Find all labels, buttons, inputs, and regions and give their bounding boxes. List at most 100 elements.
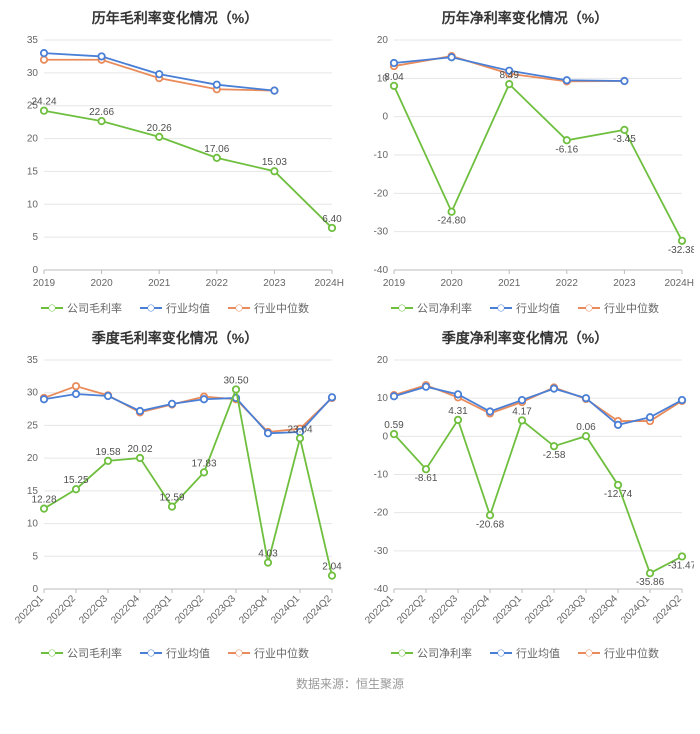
line-chart: 05101520253035201920202021202220232024H1…: [6, 34, 344, 294]
legend-swatch: [228, 648, 250, 658]
legend-label: 公司净利率: [417, 300, 472, 316]
svg-text:24.24: 24.24: [31, 97, 56, 108]
svg-text:10: 10: [377, 393, 389, 404]
legend-swatch: [391, 648, 413, 658]
legend-swatch: [140, 303, 162, 313]
svg-text:2023Q3: 2023Q3: [555, 593, 588, 626]
svg-text:20: 20: [27, 453, 39, 464]
svg-text:5: 5: [32, 551, 38, 562]
svg-text:4.17: 4.17: [512, 406, 532, 417]
panel-title: 历年净利率变化情况（%）: [356, 8, 694, 28]
panel-bottom-left: 季度毛利率变化情况（%）051015202530352022Q12022Q220…: [0, 320, 350, 665]
svg-text:35: 35: [27, 35, 39, 46]
svg-text:0: 0: [382, 112, 388, 123]
svg-text:-20: -20: [374, 188, 389, 199]
svg-text:20: 20: [377, 355, 389, 366]
svg-text:20: 20: [27, 134, 39, 145]
svg-text:30: 30: [27, 388, 39, 399]
svg-text:2023: 2023: [613, 278, 636, 289]
svg-text:2024H1: 2024H1: [664, 278, 694, 289]
svg-text:2021: 2021: [498, 278, 521, 289]
legend-company: 公司毛利率: [41, 645, 122, 661]
svg-text:2.04: 2.04: [322, 562, 342, 573]
svg-text:-35.86: -35.86: [636, 577, 665, 588]
svg-text:2023Q1: 2023Q1: [491, 593, 524, 626]
svg-text:2019: 2019: [383, 278, 406, 289]
svg-text:2023Q2: 2023Q2: [173, 593, 206, 626]
svg-text:-12.74: -12.74: [604, 489, 633, 500]
svg-text:6.40: 6.40: [322, 214, 342, 225]
svg-text:2022: 2022: [206, 278, 229, 289]
chart-legend: 公司毛利率行业均值行业中位数: [6, 300, 344, 316]
svg-text:2024H1: 2024H1: [314, 278, 344, 289]
svg-text:17.06: 17.06: [204, 144, 229, 155]
svg-text:15.03: 15.03: [262, 157, 287, 168]
svg-text:-40: -40: [374, 584, 389, 595]
svg-text:-20: -20: [374, 508, 389, 519]
svg-text:4.31: 4.31: [448, 406, 468, 417]
svg-text:-30: -30: [374, 546, 389, 557]
chart-grid: 历年毛利率变化情况（%）0510152025303520192020202120…: [0, 0, 700, 665]
legend-swatch: [41, 648, 63, 658]
legend-swatch: [578, 648, 600, 658]
svg-text:25: 25: [27, 420, 39, 431]
svg-text:20: 20: [377, 35, 389, 46]
svg-text:2023Q2: 2023Q2: [523, 593, 556, 626]
svg-text:-24.80: -24.80: [437, 216, 466, 227]
svg-text:17.83: 17.83: [191, 458, 216, 469]
legend-avg: 行业均值: [140, 300, 210, 316]
svg-text:2024Q1: 2024Q1: [619, 593, 652, 626]
svg-text:2022Q4: 2022Q4: [459, 593, 492, 626]
svg-text:0.06: 0.06: [576, 422, 596, 433]
svg-text:30: 30: [27, 68, 39, 79]
legend-swatch: [490, 648, 512, 658]
legend-label: 行业均值: [166, 645, 210, 661]
svg-text:-40: -40: [374, 265, 389, 276]
svg-text:15.25: 15.25: [63, 475, 88, 486]
svg-text:8.04: 8.04: [384, 72, 404, 83]
legend-label: 行业中位数: [604, 645, 659, 661]
svg-text:2022Q3: 2022Q3: [77, 593, 110, 626]
legend-swatch: [490, 303, 512, 313]
panel-title: 历年毛利率变化情况（%）: [6, 8, 344, 28]
svg-text:35: 35: [27, 355, 39, 366]
svg-text:2024Q2: 2024Q2: [651, 593, 684, 626]
legend-swatch: [228, 303, 250, 313]
svg-text:12.28: 12.28: [31, 495, 56, 506]
legend-median: 行业中位数: [228, 645, 309, 661]
legend-swatch: [578, 303, 600, 313]
svg-text:2019: 2019: [33, 278, 56, 289]
svg-text:2022Q3: 2022Q3: [427, 593, 460, 626]
svg-text:-32.38: -32.38: [668, 245, 694, 256]
svg-text:2022Q1: 2022Q1: [363, 593, 396, 626]
svg-text:-31.47: -31.47: [668, 560, 694, 571]
svg-text:4.03: 4.03: [258, 549, 278, 560]
svg-text:-10: -10: [374, 470, 389, 481]
panel-title: 季度毛利率变化情况（%）: [6, 328, 344, 348]
legend-company: 公司净利率: [391, 300, 472, 316]
legend-company: 公司净利率: [391, 645, 472, 661]
legend-company: 公司毛利率: [41, 300, 122, 316]
svg-text:2023: 2023: [263, 278, 286, 289]
svg-text:-10: -10: [374, 150, 389, 161]
panel-top-right: 历年净利率变化情况（%）-40-30-20-100102020192020202…: [350, 0, 700, 320]
legend-label: 公司毛利率: [67, 645, 122, 661]
svg-text:22.66: 22.66: [89, 107, 114, 118]
legend-label: 行业均值: [516, 645, 560, 661]
legend-swatch: [41, 303, 63, 313]
panel-title: 季度净利率变化情况（%）: [356, 328, 694, 348]
line-chart: -40-30-20-10010202022Q12022Q22022Q32022Q…: [356, 354, 694, 639]
svg-text:2020: 2020: [440, 278, 463, 289]
legend-median: 行业中位数: [578, 645, 659, 661]
svg-text:2023Q1: 2023Q1: [141, 593, 174, 626]
svg-text:2020: 2020: [90, 278, 113, 289]
svg-text:2022Q2: 2022Q2: [395, 593, 428, 626]
svg-text:-20.68: -20.68: [476, 519, 505, 530]
svg-text:15: 15: [27, 166, 39, 177]
legend-swatch: [140, 648, 162, 658]
svg-text:2022: 2022: [556, 278, 579, 289]
svg-text:10: 10: [27, 199, 39, 210]
svg-text:0: 0: [32, 265, 38, 276]
legend-median: 行业中位数: [578, 300, 659, 316]
svg-text:2023Q4: 2023Q4: [237, 593, 270, 626]
